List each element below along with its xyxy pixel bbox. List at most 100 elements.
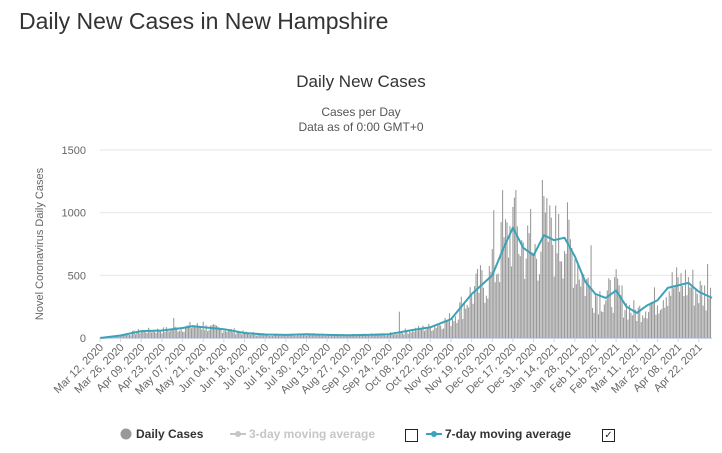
daily-cases-bar (274, 333, 277, 338)
daily-cases-bar (651, 302, 653, 338)
daily-cases-bar (419, 328, 421, 338)
daily-cases-bar (418, 325, 420, 338)
legend-item-7day-average[interactable]: 7-day moving average (425, 425, 571, 443)
daily-cases-bar (451, 319, 453, 338)
daily-cases-bar (515, 189, 517, 338)
y-tick-label: 0 (80, 333, 86, 345)
daily-cases-bar (443, 328, 445, 338)
daily-cases-bar (245, 331, 247, 338)
daily-cases-bar (459, 302, 461, 338)
daily-cases-bar (490, 271, 492, 338)
daily-cases-bar (559, 261, 561, 338)
daily-cases-bar (580, 286, 582, 338)
daily-cases-bar (229, 329, 231, 338)
daily-cases-bar (136, 332, 138, 338)
daily-bars (106, 180, 712, 338)
daily-cases-bar (552, 244, 554, 338)
daily-cases-bar (702, 305, 704, 338)
daily-cases-bar (235, 334, 237, 338)
daily-cases-bar (308, 334, 310, 338)
daily-cases-bar (633, 300, 635, 338)
daily-cases-bar (320, 335, 322, 338)
daily-cases-bar (267, 335, 269, 338)
daily-cases-bar (196, 323, 198, 338)
daily-cases-bar (695, 289, 697, 338)
daily-cases-bar (454, 316, 456, 338)
daily-cases-bar (210, 325, 212, 338)
daily-cases-bar (205, 325, 207, 338)
daily-cases-bar (230, 328, 232, 338)
daily-cases-bar (394, 332, 396, 338)
daily-cases-bar (505, 219, 507, 338)
daily-cases-bar (479, 265, 482, 338)
daily-cases-bar (434, 325, 436, 338)
daily-cases-bar (183, 331, 185, 338)
daily-cases-bar (674, 285, 676, 338)
legend-line-marker-icon (230, 431, 246, 437)
daily-cases-bar (538, 274, 540, 338)
daily-cases-bar (555, 205, 557, 338)
daily-cases-bar (518, 253, 520, 338)
daily-cases-bar (527, 225, 529, 338)
daily-cases-bar (277, 335, 279, 338)
daily-cases-bar (391, 333, 393, 338)
daily-cases-bar (404, 328, 406, 338)
daily-cases-bar (114, 336, 116, 338)
daily-cases-bar (171, 330, 173, 338)
daily-cases-bar (375, 334, 377, 338)
daily-cases-bar (561, 261, 563, 338)
daily-cases-bar (670, 295, 672, 338)
daily-cases-bar (257, 335, 259, 338)
daily-cases-bar (481, 270, 483, 338)
daily-cases-bar (167, 329, 169, 338)
daily-cases-bar (126, 334, 128, 338)
daily-cases-bar (653, 287, 656, 338)
daily-cases-bar (622, 317, 625, 338)
daily-cases-bar (289, 335, 291, 338)
daily-cases-bar (350, 335, 352, 338)
daily-cases-bar (328, 335, 330, 338)
daily-cases-bar (379, 334, 381, 338)
daily-cases-bar (232, 332, 234, 338)
daily-cases-bar (625, 303, 627, 338)
daily-cases-bar (656, 305, 658, 338)
daily-cases-bar (589, 287, 591, 338)
legend-item-3day-average[interactable]: 3-day moving average (229, 425, 375, 443)
daily-cases-bar (593, 312, 595, 338)
daily-cases-bar (217, 326, 219, 338)
daily-cases-bar (280, 336, 282, 338)
daily-cases-bar (709, 287, 712, 338)
daily-cases-bar (403, 334, 405, 338)
daily-cases-bar (118, 336, 120, 338)
daily-cases-bar (519, 256, 521, 338)
daily-cases-bar (406, 330, 408, 338)
daily-cases-bar (687, 277, 689, 338)
daily-cases-bar (535, 258, 538, 338)
daily-cases-bar (689, 287, 691, 338)
daily-cases-bar (236, 332, 238, 338)
daily-cases-bar (283, 334, 285, 338)
checkbox-7day-average[interactable]: ✓ (602, 429, 615, 442)
daily-cases-bar (323, 335, 325, 338)
daily-cases-bar (190, 328, 192, 338)
daily-cases-bar (344, 334, 346, 338)
checkbox-3day-average[interactable] (405, 429, 418, 442)
daily-cases-bar (668, 291, 670, 338)
daily-cases-bar (615, 269, 617, 338)
daily-cases-bar (628, 304, 630, 338)
daily-cases-bar (500, 222, 502, 338)
daily-cases-bar (621, 285, 623, 338)
daily-cases-bar (597, 314, 599, 338)
daily-cases-bar (562, 278, 564, 338)
daily-cases-bar (165, 327, 167, 338)
daily-cases-bar (566, 202, 569, 338)
daily-cases-bar (581, 273, 583, 338)
daily-cases-bar (251, 332, 253, 338)
daily-cases-bar (361, 334, 364, 338)
daily-cases-bar (279, 334, 281, 338)
daily-cases-bar (249, 334, 251, 338)
legend-item-daily-cases[interactable]: Daily Cases (120, 425, 203, 443)
daily-cases-bar (369, 336, 371, 338)
daily-cases-bar (164, 331, 166, 338)
daily-cases-bar (208, 329, 210, 338)
